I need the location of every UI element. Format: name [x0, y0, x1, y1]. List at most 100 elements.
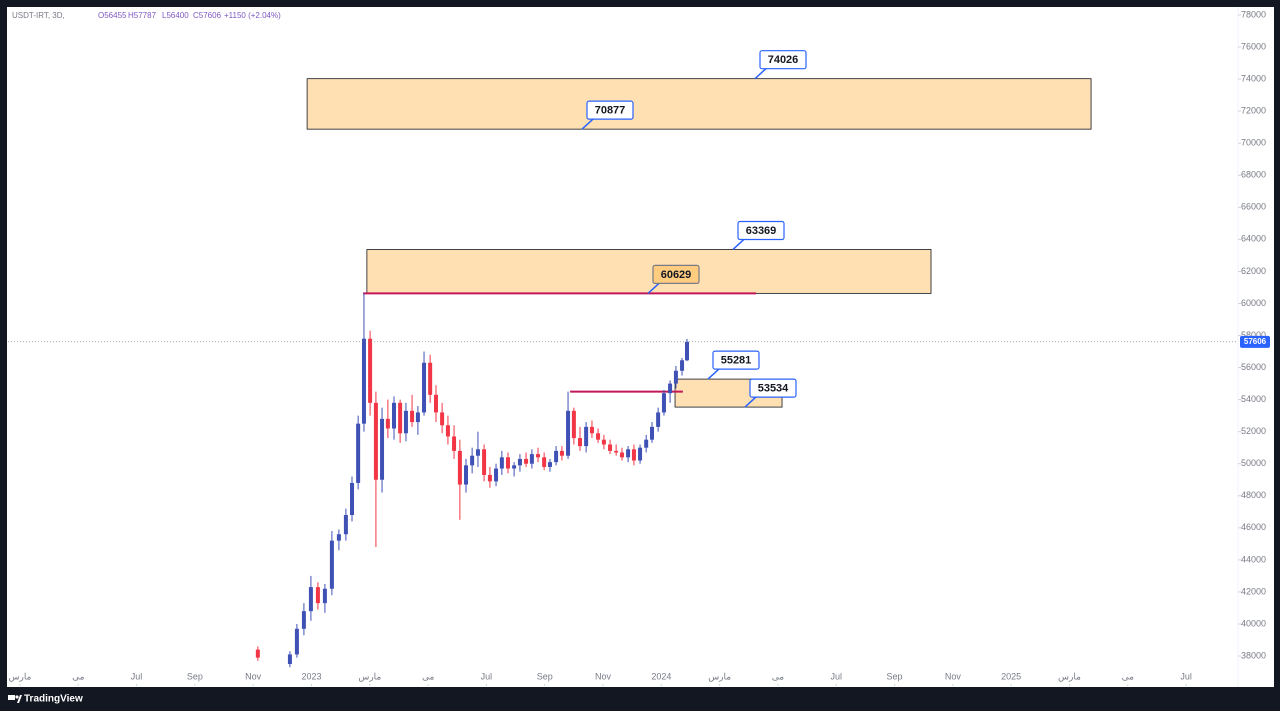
candle-body — [529, 454, 534, 464]
candle-body — [470, 455, 475, 466]
candle-body — [542, 457, 547, 467]
candle-body — [380, 418, 385, 480]
candle-body — [255, 649, 260, 658]
y-tick-label: 70000 — [1241, 138, 1266, 148]
logo-shape — [15, 695, 19, 699]
callout-label: 74026 — [768, 54, 799, 66]
candle-body — [512, 465, 517, 469]
candle-body — [336, 534, 341, 541]
x-tick-label: Sep — [887, 671, 903, 681]
symbol: USDT-IRT, 3D, — [12, 11, 65, 20]
candle-body — [596, 433, 601, 440]
candle-body — [422, 362, 427, 413]
candle-body — [361, 338, 366, 424]
legend-close: C57606 — [193, 11, 222, 20]
candle-body — [608, 444, 613, 451]
candle-body — [343, 515, 348, 535]
candle-body — [505, 457, 510, 469]
candle-body — [559, 450, 564, 456]
candle-body — [680, 360, 685, 371]
callout-tail — [732, 237, 746, 251]
candle-body — [626, 449, 631, 458]
candle-body — [385, 418, 390, 429]
candle-body — [547, 462, 552, 467]
zone — [366, 249, 932, 294]
candle-body — [589, 426, 594, 434]
callout-tail — [647, 281, 661, 294]
x-tick-label: Jul — [831, 671, 843, 681]
candle-body — [410, 410, 415, 423]
y-tick-label: 44000 — [1241, 554, 1266, 564]
candle-body — [601, 439, 606, 445]
callout-label: 70877 — [595, 105, 626, 117]
candle-body — [656, 412, 661, 427]
candle-body — [631, 449, 636, 461]
x-tick-label: می — [422, 671, 435, 681]
last-price-box — [1240, 335, 1270, 348]
y-tick-label: 76000 — [1241, 41, 1266, 51]
candle-body — [619, 452, 624, 458]
candle-body — [350, 482, 355, 516]
callout-box — [712, 350, 760, 370]
candle-body — [644, 439, 649, 448]
candle-body — [475, 449, 480, 456]
candle-body — [315, 587, 320, 604]
x-tick-label: 2024 — [651, 671, 671, 681]
callout-tail — [754, 67, 768, 80]
plot: 38000 40000 42000 44000 46000 48000 50000 52000… — [8, 9, 1270, 686]
candle-body — [638, 447, 643, 461]
x-tick-label: Nov — [245, 671, 262, 681]
y-tick-label: 54000 — [1241, 394, 1266, 404]
candle-body — [577, 438, 582, 447]
candle-body — [668, 383, 673, 394]
y-tick-label: 72000 — [1241, 106, 1266, 116]
candle-body — [415, 412, 420, 423]
callout-box — [759, 50, 807, 70]
candle-body — [499, 457, 504, 469]
candle-body — [673, 370, 678, 384]
zone — [306, 78, 1092, 130]
candle-body — [329, 540, 334, 589]
candle-body — [464, 465, 469, 485]
candle-body — [614, 450, 619, 453]
x-tick-label: می — [1122, 671, 1135, 681]
candle-body — [661, 393, 666, 413]
candle-body — [684, 341, 689, 361]
candle-body — [322, 588, 327, 604]
x-tick-label: Sep — [537, 671, 553, 681]
candle-body — [445, 425, 450, 437]
candle-body — [487, 474, 492, 482]
callout-tail — [707, 367, 721, 380]
candle-body — [428, 362, 433, 395]
last-price-label: 57606 — [1244, 337, 1267, 346]
candle-body — [566, 410, 571, 456]
x-tick-label: مارس — [708, 671, 731, 682]
brand-logo[interactable]: TradingView — [8, 694, 83, 705]
candle-body — [524, 458, 529, 464]
callout-label: 55281 — [721, 354, 752, 366]
logo-shape — [8, 695, 15, 700]
candle-body — [356, 423, 361, 483]
x-tick-label: Nov — [945, 671, 962, 681]
candle-body — [391, 402, 396, 429]
y-tick-label: 78000 — [1241, 9, 1266, 19]
x-tick-label: مارس — [1058, 671, 1081, 682]
candle-body — [517, 458, 522, 466]
y-tick-label: 40000 — [1241, 618, 1266, 628]
candles — [255, 293, 689, 668]
candle-body — [287, 654, 292, 665]
candle-body — [650, 426, 655, 440]
y-tick-label: 68000 — [1241, 170, 1266, 180]
callout-box — [652, 264, 700, 284]
candle-body — [373, 402, 378, 480]
callout-label: 63369 — [746, 225, 777, 237]
y-tick-label: 38000 — [1241, 650, 1266, 660]
legend-low: L56400 — [162, 11, 189, 20]
y-tick-label: 58000 — [1241, 330, 1266, 340]
candle-body — [554, 450, 559, 463]
candle-body — [368, 338, 373, 403]
candle-body — [294, 628, 299, 655]
x-tick-label: مارس — [8, 671, 31, 682]
x-tick-label: 2023 — [301, 671, 321, 681]
